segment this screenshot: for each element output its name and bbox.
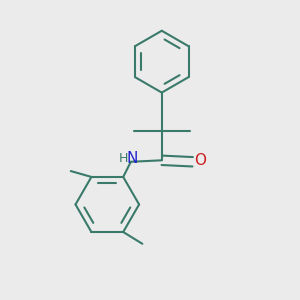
Text: O: O [194, 153, 206, 168]
Text: N: N [127, 151, 138, 166]
Text: H: H [118, 152, 128, 165]
